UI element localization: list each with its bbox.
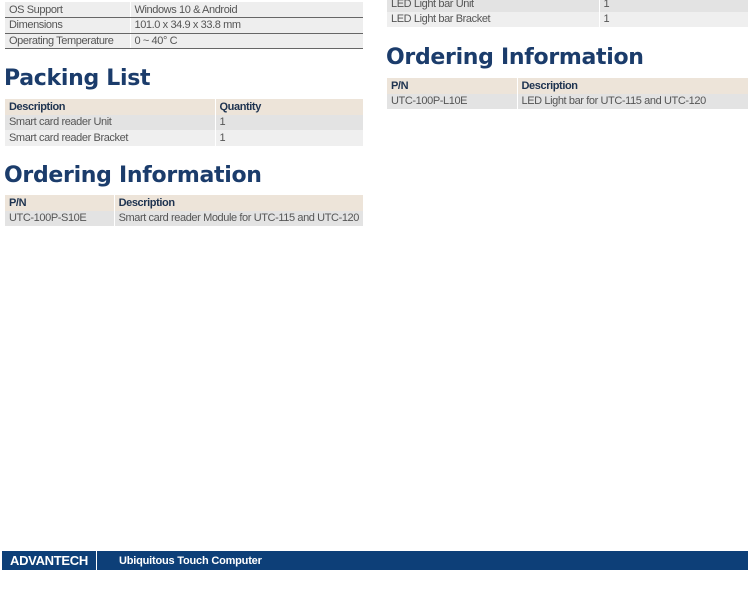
table-row: UTC-100P-S10E Smart card reader Module fo… xyxy=(5,210,363,226)
right-ordering-info-heading: Ordering Information xyxy=(386,45,644,70)
cell: 1 xyxy=(599,11,748,27)
cell: UTC-100P-L10E xyxy=(387,93,518,109)
cell: Smart card reader Unit xyxy=(5,114,216,130)
table-row: Smart card reader Bracket 1 xyxy=(5,130,363,146)
column-header: Quantity xyxy=(215,99,363,115)
specifications-table: OS Support Windows 10 & Android Dimension… xyxy=(5,2,363,49)
spec-label: OS Support xyxy=(5,2,131,18)
spec-row: Operating Temperature 0 ~ 40° C xyxy=(5,33,363,49)
cell: Smart card reader Module for UTC-115 and… xyxy=(114,210,363,226)
packing-list-heading: Packing List xyxy=(4,66,151,91)
spec-row: OS Support Windows 10 & Android xyxy=(5,2,363,18)
cell: 1 xyxy=(215,114,363,130)
ordering-info-table: P/N Description UTC-100P-S10E Smart card r… xyxy=(5,195,363,226)
table-row: UTC-100P-L10E LED Light bar for UTC-115 a… xyxy=(387,93,748,109)
column-header: Description xyxy=(114,195,363,211)
footer-bar: ADVANTECH Ubiquitous Touch Computer xyxy=(2,551,748,570)
table-row: Smart card reader Unit 1 xyxy=(5,114,363,130)
footer-title: Ubiquitous Touch Computer xyxy=(119,554,262,567)
column-header: Description xyxy=(5,99,216,115)
spec-value: 101.0 x 34.9 x 33.8 mm xyxy=(130,17,363,34)
column-header: P/N xyxy=(387,78,518,94)
cell: LED Light bar Bracket xyxy=(387,11,600,27)
ordering-info-heading: Ordering Information xyxy=(4,163,262,188)
table-row: LED Light bar Unit 1 xyxy=(387,0,748,12)
spec-value: Windows 10 & Android xyxy=(130,2,363,18)
cell: LED Light bar Unit xyxy=(387,0,600,12)
column-header: Description xyxy=(517,78,748,94)
packing-list-table: Description Quantity Smart card reader Un… xyxy=(5,99,363,146)
advantech-logo: ADVANTECH xyxy=(2,551,97,570)
cell: LED Light bar for UTC-115 and UTC-120 xyxy=(517,93,748,109)
cell: Smart card reader Bracket xyxy=(5,130,216,146)
cell: 1 xyxy=(215,130,363,146)
cell: UTC-100P-S10E xyxy=(5,210,115,226)
spec-value: 0 ~ 40° C xyxy=(130,33,363,49)
right-ordering-info-table: P/N Description UTC-100P-L10E LED Light ba… xyxy=(387,78,748,109)
spec-label: Dimensions xyxy=(5,17,131,34)
spec-label: Operating Temperature xyxy=(5,33,131,49)
cell: 1 xyxy=(599,0,748,12)
table-row: LED Light bar Bracket 1 xyxy=(387,11,748,27)
column-header: P/N xyxy=(5,195,115,211)
right-packing-table: LED Light bar Unit 1 LED Light bar Bracke… xyxy=(387,0,748,27)
spec-row: Dimensions 101.0 x 34.9 x 33.8 mm xyxy=(5,17,363,34)
